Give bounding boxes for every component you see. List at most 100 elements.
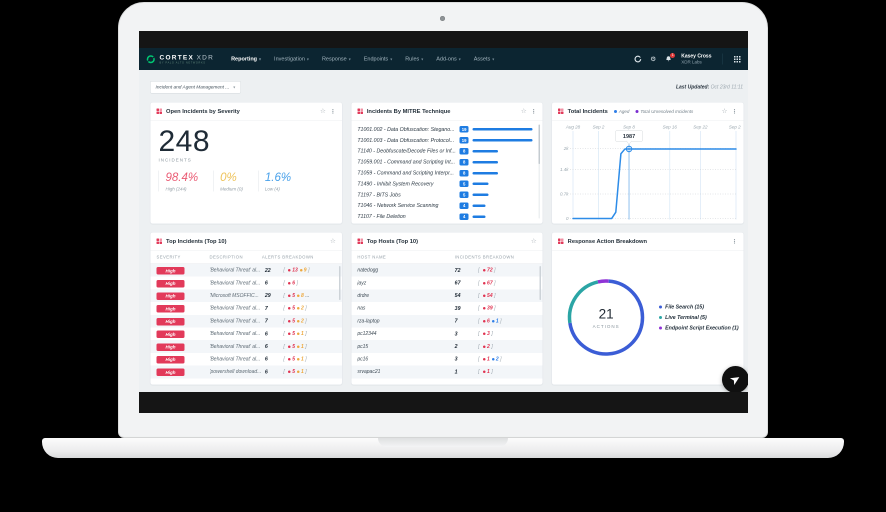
chevron-down-icon: ▾ — [348, 56, 351, 62]
notification-badge: 1 — [670, 53, 676, 58]
column-description[interactable]: DESCRIPTION — [209, 254, 243, 260]
mitre-technique-row[interactable]: T1490 - Inhibit System Recovery 5 — [357, 178, 535, 189]
bracket-open: [ — [478, 318, 480, 324]
column-incidents-breakdown[interactable]: INCIDENTS BREAKDOWN — [454, 254, 515, 260]
card-title: Top Hosts (Top 10) — [366, 238, 419, 245]
mitre-technique-row[interactable]: T1197 - BITS Jobs 5 — [357, 189, 535, 200]
card-total-incidents: Total Incidents Aged Total Unresolved Inc… — [551, 102, 744, 224]
breakdown-dot — [483, 319, 486, 323]
kebab-menu-icon[interactable]: ⋮ — [530, 107, 537, 115]
host-row[interactable]: rza-laptop 7 [6 1] — [351, 314, 543, 328]
technique-count-badge: 5 — [459, 180, 469, 188]
technique-bar-track — [472, 193, 536, 197]
host-row[interactable]: srvapac21 1[1] — [351, 365, 543, 379]
bracket-open: [ — [283, 305, 285, 312]
host-row[interactable]: pc15 2[2] — [351, 340, 543, 353]
breakdown-dot — [491, 319, 495, 323]
breakdown-count: 67 — [487, 280, 493, 286]
mitre-technique-row[interactable]: T1059 - Command and Scripting Interpr...… — [357, 168, 535, 179]
settings-gear-icon[interactable]: ⚙ — [650, 55, 657, 63]
kebab-menu-icon[interactable]: ⋮ — [731, 107, 738, 115]
breakdown-dot — [491, 357, 495, 361]
mitre-technique-row[interactable]: T1001.003 - Data Obfuscation: Protocol..… — [357, 135, 535, 146]
mitre-technique-row[interactable]: T1001.002 - Data Obfuscation: Stegano...… — [357, 124, 535, 135]
activity-swoosh-icon[interactable] — [634, 55, 642, 63]
host-name: drdre — [357, 292, 370, 299]
breakdown-count: 9 — [303, 267, 307, 274]
mitre-technique-row[interactable]: T1059.001 - Command and Scripting Int...… — [357, 157, 535, 168]
incident-row[interactable]: High 'Behavioral Threat' al... 6[6] — [151, 277, 342, 290]
breakdown-dot — [297, 307, 300, 310]
nav-item-endpoints[interactable]: Endpoints ▾ — [364, 56, 392, 62]
breakdown-dot — [288, 319, 291, 323]
breakdown-dot — [483, 370, 486, 374]
card-title: Total Incidents — [567, 108, 608, 115]
bracket-open: [ — [283, 280, 285, 286]
dashboard-selector[interactable]: Incident and Agent Management ... ▾ — [150, 80, 241, 94]
svg-text:0.7k: 0.7k — [560, 192, 569, 197]
table-header: HOST NAME INCIDENTS BREAKDOWN — [351, 251, 543, 264]
breakdown-dot — [288, 357, 291, 361]
cortex-logo[interactable]: CORTEX XDR BY PALO ALTO NETWORKS — [146, 54, 214, 65]
favorite-star-icon[interactable]: ☆ — [530, 237, 537, 246]
host-row[interactable]: pc12344 3[3] — [351, 327, 542, 340]
bracket-open: [ — [283, 331, 285, 337]
favorite-star-icon[interactable]: ☆ — [320, 107, 326, 116]
incident-row[interactable]: High 'Microsoft MSOFFIC... 29 [5 8... — [150, 289, 342, 303]
legend-dot — [613, 109, 617, 113]
nav-item-assets[interactable]: Assets ▾ — [474, 56, 495, 62]
favorite-star-icon[interactable]: ☆ — [330, 237, 336, 246]
mitre-technique-row[interactable]: T1107 - File Deletion 4 — [357, 211, 535, 222]
host-row[interactable]: natedogg 72[72] — [351, 264, 543, 277]
host-row[interactable]: pc16 3 [1 2] — [351, 353, 542, 366]
mitre-list: T1001.002 - Data Obfuscation: Stegano...… — [351, 121, 542, 224]
user-menu[interactable]: Kasey Cross XDR Labs — [681, 54, 711, 65]
share-fab[interactable] — [722, 366, 748, 392]
column-severity[interactable]: SEVERITY — [156, 254, 181, 260]
kebab-menu-icon[interactable]: ⋮ — [329, 107, 336, 115]
scrollbar-thumb[interactable] — [338, 266, 341, 300]
incident-row[interactable]: High 'Behavioral Threat' al... 6 [5 1] — [151, 327, 342, 340]
incident-description: 'Behavioral Threat' al... — [209, 318, 261, 324]
mitre-technique-row[interactable]: T1046 - Network Service Scanning 4 — [357, 200, 535, 211]
mitre-technique-row[interactable]: T1140 - Deobfuscate/Decode Files or Inf.… — [357, 146, 535, 157]
incident-row[interactable]: High 'powershell download... 6 [5 1] — [150, 365, 342, 379]
column-alerts-breakdown[interactable]: ALERTS BREAKDOWN — [261, 254, 314, 260]
column-host-name[interactable]: HOST NAME — [357, 254, 387, 260]
severity-stat-label: Low (4) — [264, 186, 280, 192]
incident-row[interactable]: High 'Behavioral Threat' al... 6 [5 1] — [150, 340, 342, 353]
laptop-bezel: CORTEX XDR BY PALO ALTO NETWORKS Reporti… — [118, 2, 768, 438]
laptop-screen: CORTEX XDR BY PALO ALTO NETWORKS Reporti… — [139, 31, 748, 413]
breakdown-dot — [288, 269, 291, 272]
card-header: Top Incidents (Top 10) ☆ — [150, 233, 342, 251]
notifications-bell-icon[interactable]: 1 — [665, 53, 676, 63]
incident-row[interactable]: High 'Behavioral Threat' al... 22 [13 9] — [150, 264, 342, 277]
widget-icon — [357, 108, 363, 114]
nav-item-add-ons[interactable]: Add-ons ▾ — [436, 56, 461, 62]
favorite-star-icon[interactable]: ☆ — [721, 107, 728, 116]
widget-icon — [558, 238, 564, 244]
incident-row[interactable]: High 'Behavioral Threat' al... 7 [5 2] — [151, 302, 342, 315]
incident-row[interactable]: High 'Behavioral Threat' al... 6 [5 1] — [151, 353, 342, 366]
scrollbar[interactable] — [538, 124, 541, 219]
nav-item-response[interactable]: Response ▾ — [322, 56, 351, 62]
app-grid-icon[interactable] — [733, 55, 741, 63]
host-row[interactable]: drdre 54[54] — [351, 289, 543, 303]
bracket-open: [ — [283, 343, 285, 350]
host-row[interactable]: nas 39[39] — [351, 302, 542, 315]
scrollbar-thumb[interactable] — [539, 266, 542, 300]
scrollbar-thumb[interactable] — [538, 124, 541, 164]
nav-item-reporting[interactable]: Reporting ▾ — [231, 56, 261, 62]
nav-item-investigation[interactable]: Investigation ▾ — [274, 56, 309, 62]
severity-cell: High — [156, 342, 210, 351]
technique-bar-fill — [472, 171, 498, 175]
breakdown-count: 72 — [487, 267, 493, 274]
nav-item-rules[interactable]: Rules ▾ — [405, 56, 423, 62]
legend-item: File Search (15) — [659, 304, 739, 310]
kebab-menu-icon[interactable]: ⋮ — [731, 237, 738, 245]
incident-row[interactable]: High 'Behavioral Threat' al... 7 [5 2] — [150, 314, 342, 328]
host-row[interactable]: jayz 67[67] — [351, 277, 542, 290]
chevron-down-icon: ▾ — [259, 56, 262, 62]
favorite-star-icon[interactable]: ☆ — [520, 107, 527, 116]
user-org: XDR Labs — [681, 59, 702, 65]
